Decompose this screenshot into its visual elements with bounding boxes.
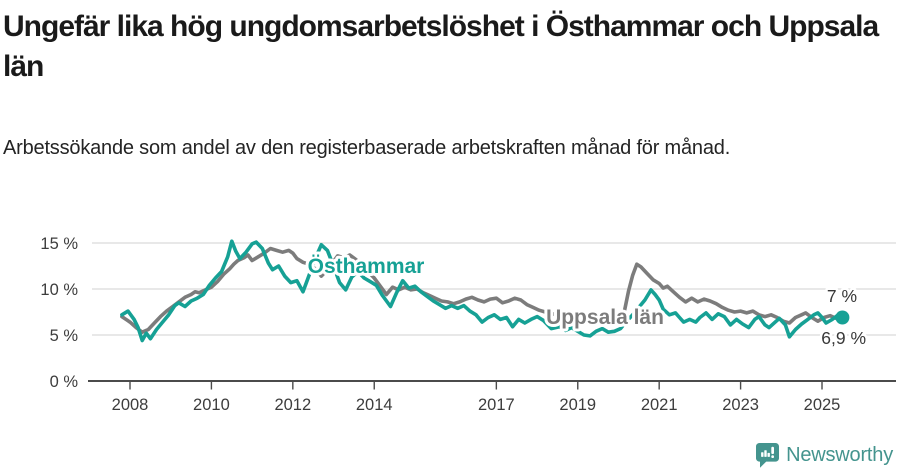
x-tick-label-2008: 2008	[112, 396, 149, 414]
chart-title: Ungefär lika hög ungdomsarbetslöshet i Ö…	[3, 10, 879, 83]
osthammar-series-label: Östhammar	[308, 255, 425, 278]
osthammar-line	[120, 239, 845, 343]
osthammar-latest-value-label: 6,9 %	[821, 328, 866, 348]
x-tick-label-2014: 2014	[356, 396, 393, 414]
logo-exclamation-bar	[771, 446, 775, 455]
y-tick-label-5: 5 %	[50, 327, 79, 345]
logo-exclamation-dot	[771, 455, 775, 458]
x-tick-label-2025: 2025	[804, 396, 841, 414]
newsworthy-logo: Newsworthy	[755, 442, 893, 469]
y-tick-label-10: 10 %	[40, 281, 78, 299]
x-tick-label-2010: 2010	[193, 396, 230, 414]
logo-bar-1	[761, 452, 764, 457]
uppsala-lan-series-label-halo: Uppsala län	[546, 306, 664, 329]
uppsala-lan-latest-value-halo: 7 %	[827, 286, 857, 306]
x-tick-label-2012: 2012	[274, 396, 311, 414]
logo-bar-2	[764, 450, 767, 457]
chart-subtitle: Arbetssökande som andel av den registerb…	[3, 137, 731, 159]
y-tick-label-0: 0 %	[50, 373, 79, 391]
uppsala-lan-series-label: Uppsala län	[546, 306, 664, 329]
x-tick-label-2023: 2023	[722, 396, 759, 414]
x-tick-label-2021: 2021	[641, 396, 678, 414]
osthammar-latest-value-halo: 6,9 %	[821, 328, 866, 348]
osthammar-end-dot	[835, 310, 850, 325]
x-tick-label-2017: 2017	[478, 396, 515, 414]
newsworthy-logo-text: Newsworthy	[786, 444, 893, 466]
uppsala-lan-latest-value-label: 7 %	[827, 286, 857, 306]
newsworthy-logo-icon	[756, 443, 780, 468]
x-tick-label-2019: 2019	[559, 396, 596, 414]
y-tick-label-15: 15 %	[40, 235, 78, 253]
logo-bar-3	[767, 452, 770, 457]
osthammar-series-label-halo: Östhammar	[308, 255, 425, 278]
